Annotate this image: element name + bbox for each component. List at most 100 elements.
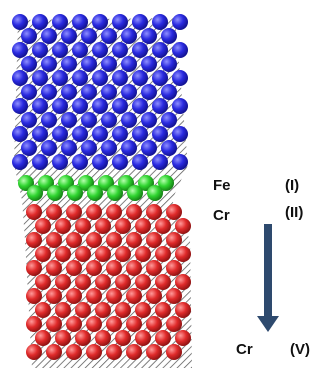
atom bbox=[52, 98, 68, 114]
atom bbox=[126, 260, 142, 276]
atom bbox=[72, 154, 88, 170]
atom bbox=[126, 204, 142, 220]
atom bbox=[66, 260, 82, 276]
atom bbox=[55, 218, 71, 234]
atom bbox=[161, 28, 177, 44]
atom bbox=[81, 112, 97, 128]
atom bbox=[175, 218, 191, 234]
atom bbox=[12, 154, 28, 170]
atom bbox=[61, 56, 77, 72]
atom bbox=[52, 14, 68, 30]
atom bbox=[12, 70, 28, 86]
atom bbox=[106, 288, 122, 304]
atom bbox=[112, 98, 128, 114]
atom bbox=[26, 288, 42, 304]
atom bbox=[32, 154, 48, 170]
atom bbox=[175, 330, 191, 346]
atom bbox=[46, 316, 62, 332]
atom bbox=[126, 344, 142, 360]
atom bbox=[155, 330, 171, 346]
atom bbox=[72, 14, 88, 30]
atom bbox=[95, 274, 111, 290]
atom bbox=[46, 232, 62, 248]
atom bbox=[95, 330, 111, 346]
atom bbox=[155, 302, 171, 318]
atom bbox=[52, 42, 68, 58]
atom bbox=[47, 185, 63, 201]
atom bbox=[106, 260, 122, 276]
atom bbox=[46, 204, 62, 220]
atom bbox=[75, 274, 91, 290]
atom bbox=[26, 316, 42, 332]
atom bbox=[106, 204, 122, 220]
atom bbox=[115, 218, 131, 234]
atom bbox=[152, 14, 168, 30]
atom bbox=[32, 126, 48, 142]
atom bbox=[72, 42, 88, 58]
atom bbox=[32, 14, 48, 30]
atom bbox=[41, 56, 57, 72]
atom bbox=[172, 126, 188, 142]
atom bbox=[75, 330, 91, 346]
atom bbox=[172, 14, 188, 30]
atom bbox=[61, 140, 77, 156]
atom bbox=[35, 302, 51, 318]
atom bbox=[101, 56, 117, 72]
atom bbox=[66, 288, 82, 304]
atom bbox=[12, 14, 28, 30]
atom bbox=[146, 288, 162, 304]
atom bbox=[52, 126, 68, 142]
atom bbox=[61, 112, 77, 128]
atom bbox=[92, 70, 108, 86]
label-layer: (II) bbox=[285, 204, 303, 221]
atom bbox=[72, 98, 88, 114]
atom bbox=[166, 316, 182, 332]
atom bbox=[27, 185, 43, 201]
atom bbox=[41, 140, 57, 156]
label-element: Cr bbox=[236, 341, 253, 358]
atom bbox=[32, 98, 48, 114]
atom bbox=[166, 344, 182, 360]
atom bbox=[175, 246, 191, 262]
atom bbox=[35, 274, 51, 290]
atom bbox=[126, 316, 142, 332]
atom bbox=[92, 126, 108, 142]
atom bbox=[12, 126, 28, 142]
atom bbox=[132, 98, 148, 114]
atom bbox=[161, 56, 177, 72]
atom bbox=[52, 70, 68, 86]
atom bbox=[172, 70, 188, 86]
atom bbox=[86, 288, 102, 304]
atom bbox=[135, 274, 151, 290]
atom bbox=[121, 140, 137, 156]
atom bbox=[12, 42, 28, 58]
atom bbox=[92, 42, 108, 58]
atom bbox=[21, 140, 37, 156]
atom bbox=[101, 140, 117, 156]
atom bbox=[152, 154, 168, 170]
atom bbox=[92, 98, 108, 114]
atom bbox=[132, 126, 148, 142]
atom bbox=[152, 126, 168, 142]
atom bbox=[106, 344, 122, 360]
atom bbox=[41, 112, 57, 128]
atom bbox=[46, 344, 62, 360]
atom bbox=[155, 218, 171, 234]
atom bbox=[101, 28, 117, 44]
atom bbox=[81, 140, 97, 156]
atom bbox=[107, 185, 123, 201]
atom bbox=[121, 84, 137, 100]
atom bbox=[101, 112, 117, 128]
atom bbox=[146, 344, 162, 360]
atom bbox=[166, 288, 182, 304]
atom bbox=[135, 246, 151, 262]
atom bbox=[92, 14, 108, 30]
atom bbox=[21, 112, 37, 128]
atom bbox=[112, 42, 128, 58]
atom bbox=[141, 112, 157, 128]
atom bbox=[141, 56, 157, 72]
atom bbox=[121, 112, 137, 128]
atom bbox=[152, 98, 168, 114]
atom bbox=[132, 154, 148, 170]
atom bbox=[161, 112, 177, 128]
